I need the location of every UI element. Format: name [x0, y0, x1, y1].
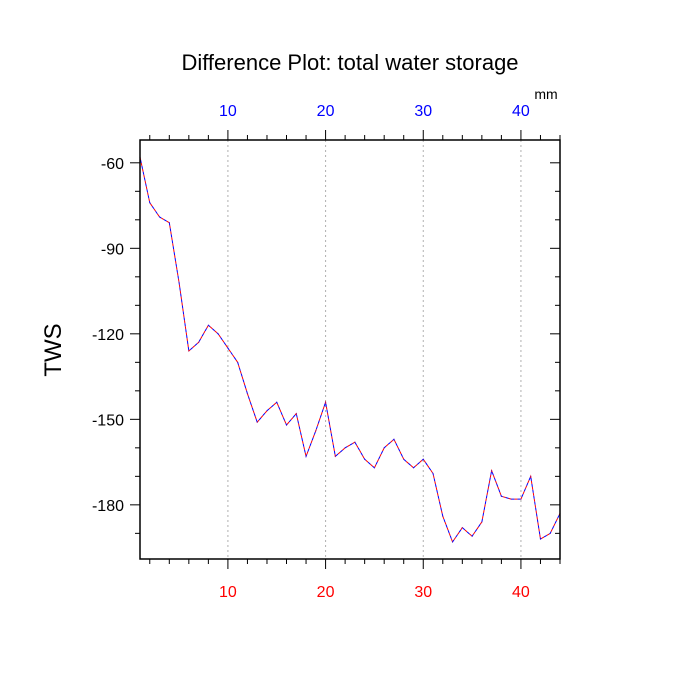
data-point: [315, 430, 317, 432]
data-point: [549, 532, 551, 534]
x-tick-label-bottom: 40: [512, 584, 530, 601]
data-point: [530, 475, 532, 477]
chart-title: Difference Plot: total water storage: [181, 50, 518, 75]
series-line-blue-dashes: [139, 156, 561, 543]
data-point: [422, 458, 424, 460]
x-tick-label-bottom: 30: [414, 584, 432, 601]
data-point: [373, 467, 376, 469]
data-point: [383, 447, 385, 449]
y-tick-label: -120: [92, 327, 124, 344]
data-point: [354, 441, 356, 443]
x-tick-label-top: 30: [414, 103, 432, 120]
x-tick-label-bottom: 20: [317, 584, 335, 601]
data-point: [178, 281, 180, 284]
data-point: [539, 538, 542, 540]
data-point: [305, 455, 307, 457]
grid-lines: [227, 140, 522, 559]
y-tick-label: -60: [101, 156, 124, 173]
x-tick-label-top: 10: [219, 103, 237, 120]
data-point: [266, 410, 268, 412]
x-tick-label-bottom: 10: [219, 584, 237, 601]
units-label: mm: [534, 86, 557, 102]
data-point: [442, 515, 444, 517]
data-point: [256, 421, 258, 423]
data-point: [188, 350, 190, 352]
data-point: [285, 424, 288, 426]
series-line-group: [139, 156, 561, 543]
plot-frame: [139, 139, 561, 560]
data-point: [207, 324, 209, 326]
data-point: [295, 413, 297, 415]
data-point: [451, 541, 454, 543]
data-point: [481, 521, 483, 523]
x-tick-label-top: 40: [512, 103, 530, 120]
data-point: [158, 216, 161, 218]
y-tick-label: -90: [101, 241, 124, 258]
data-point: [500, 495, 502, 497]
data-point: [510, 498, 512, 500]
axis-ticks: [130, 130, 561, 569]
data-point: [520, 498, 522, 500]
data-point: [344, 447, 346, 449]
data-point: [217, 333, 219, 335]
data-point: [393, 438, 395, 440]
data-point: [149, 202, 151, 204]
data-point: [237, 361, 239, 363]
data-point: [364, 458, 366, 460]
y-axis-label: TWS: [40, 323, 67, 376]
data-point: [227, 347, 229, 349]
data-point: [168, 222, 170, 224]
data-point: [246, 393, 249, 395]
x-tick-label-top: 20: [317, 103, 335, 120]
tick-labels: -60 -90 -120 -150 -180 10 10 20 20 30 30 40 40: [92, 103, 530, 601]
data-point: [412, 467, 415, 469]
data-point: [198, 341, 200, 343]
y-tick-label: -150: [92, 412, 124, 429]
data-point: [324, 401, 327, 403]
data-point: [461, 527, 463, 529]
data-point: [491, 470, 493, 472]
data-point: [432, 472, 434, 475]
data-point: [276, 401, 278, 403]
y-tick-label: -180: [92, 498, 124, 515]
data-point: [403, 458, 405, 460]
data-point: [334, 455, 336, 457]
data-point: [471, 535, 473, 537]
